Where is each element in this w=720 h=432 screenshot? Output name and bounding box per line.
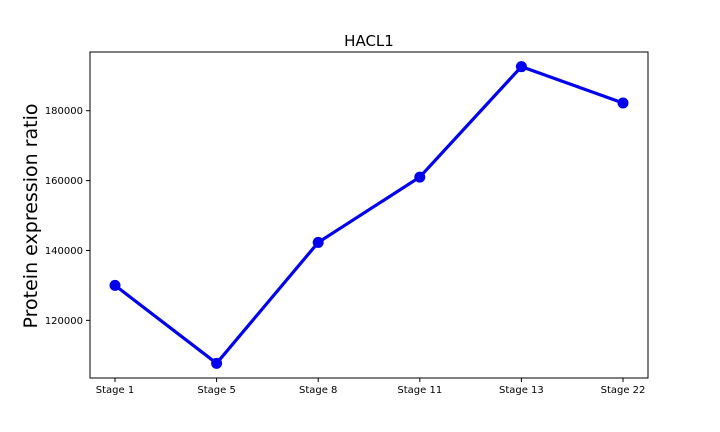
x-tick-label: Stage 1 xyxy=(96,385,134,396)
chart-title: HACL1 xyxy=(344,32,394,50)
plot-area-frame xyxy=(89,51,649,379)
x-tick-label: Stage 5 xyxy=(197,385,235,396)
data-point xyxy=(414,171,426,183)
data-point xyxy=(109,279,121,291)
x-axis-ticks: Stage 1 Stage 5 Stage 8 Stage 11 Stage 13 Sta… xyxy=(96,378,646,396)
x-tick-label: Stage 8 xyxy=(299,385,337,396)
x-tick-label: Stage 13 xyxy=(499,385,544,396)
y-axis-ticks: 120000 140000 160000 180000 xyxy=(45,106,90,327)
data-point xyxy=(617,97,629,109)
data-point xyxy=(312,236,324,248)
y-tick-label: 120000 xyxy=(45,316,83,327)
y-tick-label: 140000 xyxy=(45,246,83,257)
data-point xyxy=(211,357,223,369)
x-tick-label: Stage 11 xyxy=(397,385,442,396)
y-tick-label: 160000 xyxy=(45,176,83,187)
x-tick-label: Stage 22 xyxy=(601,385,646,396)
y-axis-label: Protein expression ratio xyxy=(20,104,42,329)
data-point xyxy=(515,61,527,73)
series-layer xyxy=(109,61,629,369)
y-tick-label: 180000 xyxy=(45,106,83,117)
series-line xyxy=(114,65,624,365)
